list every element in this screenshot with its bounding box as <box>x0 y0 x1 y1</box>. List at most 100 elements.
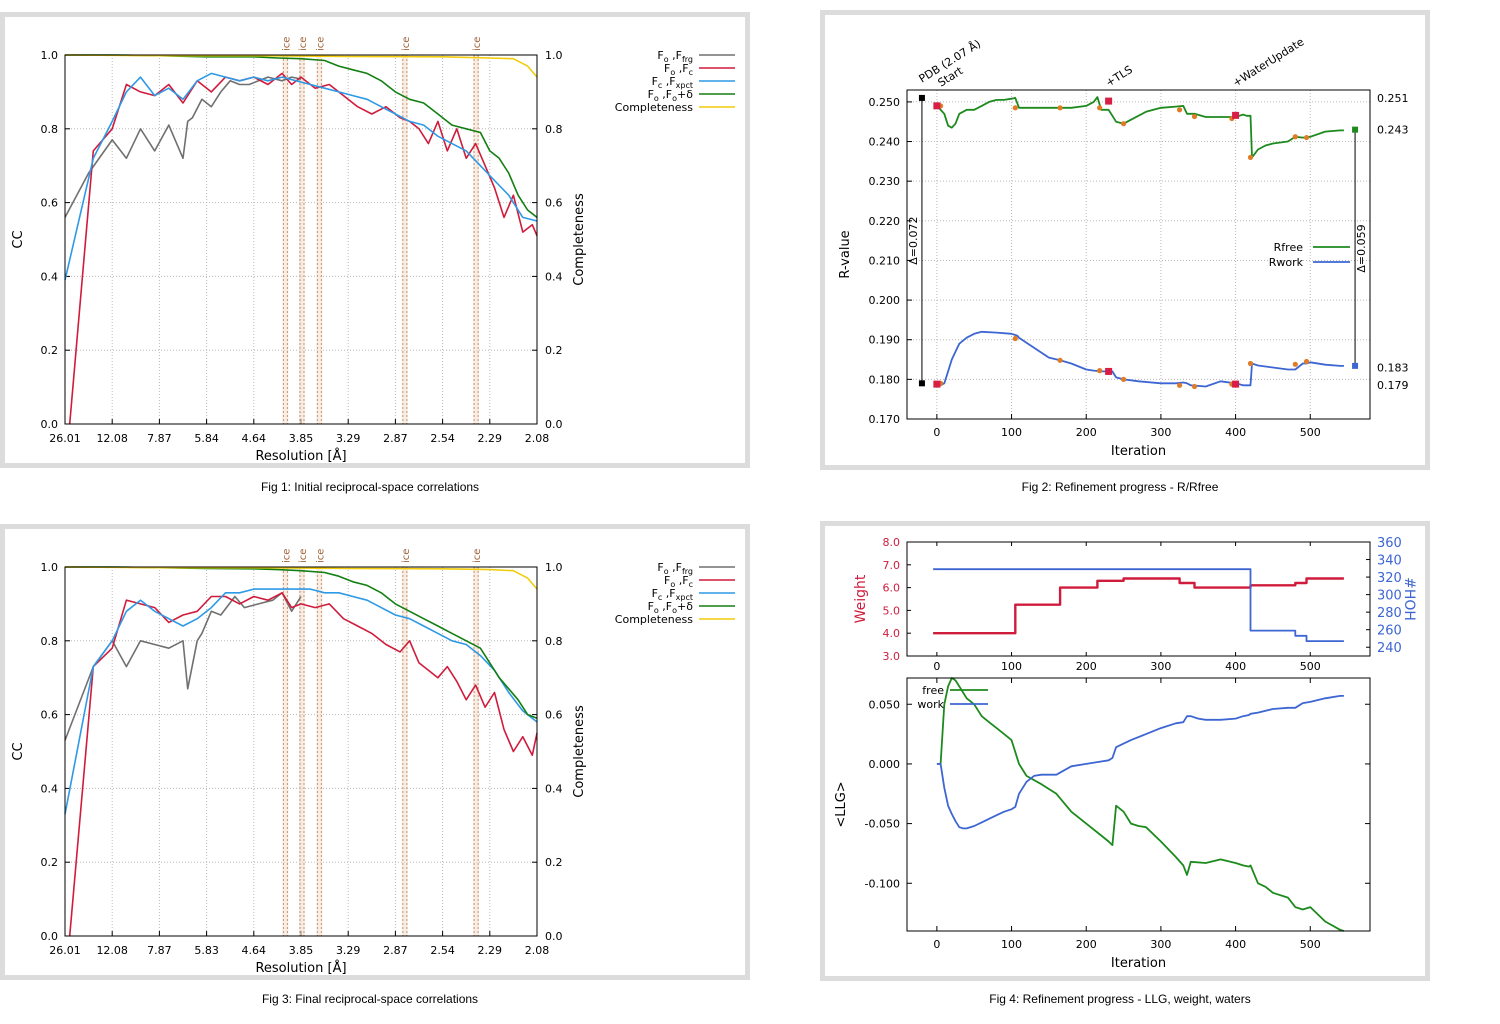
x-tick-label: 300 <box>1150 660 1171 673</box>
x-tick-label: 5.84 <box>194 432 219 445</box>
legend-subscript: frg <box>682 55 693 64</box>
legend-text: Completeness <box>615 101 693 114</box>
x-tick-label: 2.29 <box>478 944 503 957</box>
ice-ring-label: ice <box>281 37 292 51</box>
series-line-frg <box>64 592 302 741</box>
y2-tick-label: 0.6 <box>545 709 563 722</box>
ice-ring-label: ice <box>315 37 326 51</box>
legend-subscript: xpct <box>676 593 693 602</box>
legend-text: ,F <box>659 88 672 101</box>
y-axis-label: CC <box>11 230 26 248</box>
x-tick-label: 0 <box>933 426 940 439</box>
series-line-fofc <box>68 592 538 937</box>
legend-subscript: o <box>654 94 659 103</box>
y2-tick-label: 0.6 <box>545 197 563 210</box>
x-tick-label: 300 <box>1150 938 1171 951</box>
y2-tick-label: 0.4 <box>545 270 563 283</box>
x-tick-label: 100 <box>1001 426 1022 439</box>
ice-ring-band <box>298 567 305 936</box>
x-tick-label: 3.85 <box>289 432 314 445</box>
marker-point <box>1176 382 1183 388</box>
legend-label: Fo ,Fc <box>664 62 693 77</box>
y-tick-label: 0.230 <box>869 175 901 188</box>
legend-subscript: o <box>654 606 659 615</box>
legend-text: ,F <box>669 561 682 574</box>
y2-tick-label: 360 <box>1377 536 1402 551</box>
marker-point <box>1057 357 1063 363</box>
marker-square <box>933 380 941 388</box>
x-tick-label: 100 <box>1001 938 1022 951</box>
x-tick-label: 12.08 <box>96 432 128 445</box>
x-tick-label: 100 <box>1001 660 1022 673</box>
x-axis-label: Iteration <box>1111 956 1166 971</box>
delta-left-label: Δ=0.072 <box>907 217 920 265</box>
legend-subscript: c <box>689 580 693 589</box>
ice-ring-label: ice <box>315 549 326 563</box>
legend-text: +δ <box>677 600 693 613</box>
series-line-rwork <box>936 330 1344 388</box>
fig4-caption: Fig 4: Refinement progress - LLG, weight… <box>989 992 1251 1006</box>
marker-point <box>1012 335 1018 342</box>
fig4-panel: 0 100 200 300 400 500 3.0 4.0 5.0 6.0 7.0 8.0 240 260… <box>820 521 1430 981</box>
fig1-panel: 26.01 12.08 7.87 5.84 4.64 3.85 3.29 2.87 2.54 2.… <box>0 12 750 468</box>
y2-tick-label: 300 <box>1377 589 1402 604</box>
ice-ring-label: ice <box>401 37 412 51</box>
legend-subscript: c <box>689 68 693 77</box>
legend-label: work <box>917 698 944 711</box>
legend-subscript: o <box>670 580 675 589</box>
x-tick-label: 7.87 <box>147 944 172 957</box>
legend-text: ,F <box>662 75 675 88</box>
x-tick-label: 200 <box>1076 938 1097 951</box>
y-tick-label: -0.050 <box>865 818 900 831</box>
ice-ring-band <box>473 567 480 936</box>
fig4-chart: 0 100 200 300 400 500 3.0 4.0 5.0 6.0 7.0 8.0 240 260… <box>834 536 1417 971</box>
x-tick-label: 400 <box>1225 938 1246 951</box>
series-line-hoh <box>933 568 1344 642</box>
x-tick-label: 500 <box>1300 660 1321 673</box>
marker-square <box>933 102 941 110</box>
x-tick-label: 2.29 <box>478 432 503 445</box>
x-tick-label: 400 <box>1225 660 1246 673</box>
y2-tick-label: 0.0 <box>545 930 563 943</box>
series-line-completeness <box>64 54 538 78</box>
weight-axis-label: Weight <box>853 574 869 623</box>
y-tick-label: 0.8 <box>41 123 59 136</box>
legend-subscript: o <box>672 606 677 615</box>
series-line-rfree <box>936 96 1344 159</box>
y-tick-label: 0.6 <box>41 197 59 210</box>
legend-text: ,F <box>662 587 675 600</box>
x-axis-label: Resolution [Å] <box>255 960 346 975</box>
right-value-label: 0.179 <box>1377 379 1409 392</box>
y-tick-label: 0.000 <box>869 758 901 771</box>
marker-point <box>1120 121 1127 127</box>
x-tick-label: 500 <box>1300 938 1321 951</box>
y2-tick-label: 1.0 <box>545 561 563 574</box>
y-tick-label: 0.180 <box>869 373 901 386</box>
y-tick-label: 4.0 <box>883 627 901 640</box>
legend-text: F <box>648 88 654 101</box>
legend-label: Fo ,Fo+δ <box>648 88 694 103</box>
x-tick-label: 26.01 <box>49 944 81 957</box>
legend-text: F <box>652 587 658 600</box>
ice-ring-label: ice <box>472 549 483 563</box>
ice-ring-band <box>282 55 289 424</box>
series-line-rwork <box>936 695 1344 830</box>
x-tick-label: 200 <box>1076 660 1097 673</box>
marker-point <box>1247 360 1254 367</box>
right-value-label: 0.183 <box>1377 361 1409 374</box>
series-line-xpct <box>64 72 538 281</box>
right-value-label: 0.243 <box>1377 124 1409 137</box>
legend-text: ,F <box>669 49 682 62</box>
legend-text: Completeness <box>615 613 693 626</box>
legend-label: Completeness <box>615 101 693 114</box>
fig2-panel: 0 100 200 300 400 500 0.170 0.180 0.190 0.200 0.21… <box>820 10 1430 470</box>
marker-final <box>1352 362 1359 369</box>
legend-label: Completeness <box>615 613 693 626</box>
marker-square <box>1232 111 1240 119</box>
fig2-chart: 0 100 200 300 400 500 0.170 0.180 0.190 0.200 0.21… <box>838 35 1409 459</box>
y2-axis-label: Completeness <box>572 705 587 798</box>
legend-label: Fc ,Fxpct <box>652 587 693 602</box>
x-tick-label: 3.29 <box>336 944 361 957</box>
y2-tick-label: 340 <box>1377 554 1402 569</box>
legend-text: F <box>664 574 670 587</box>
